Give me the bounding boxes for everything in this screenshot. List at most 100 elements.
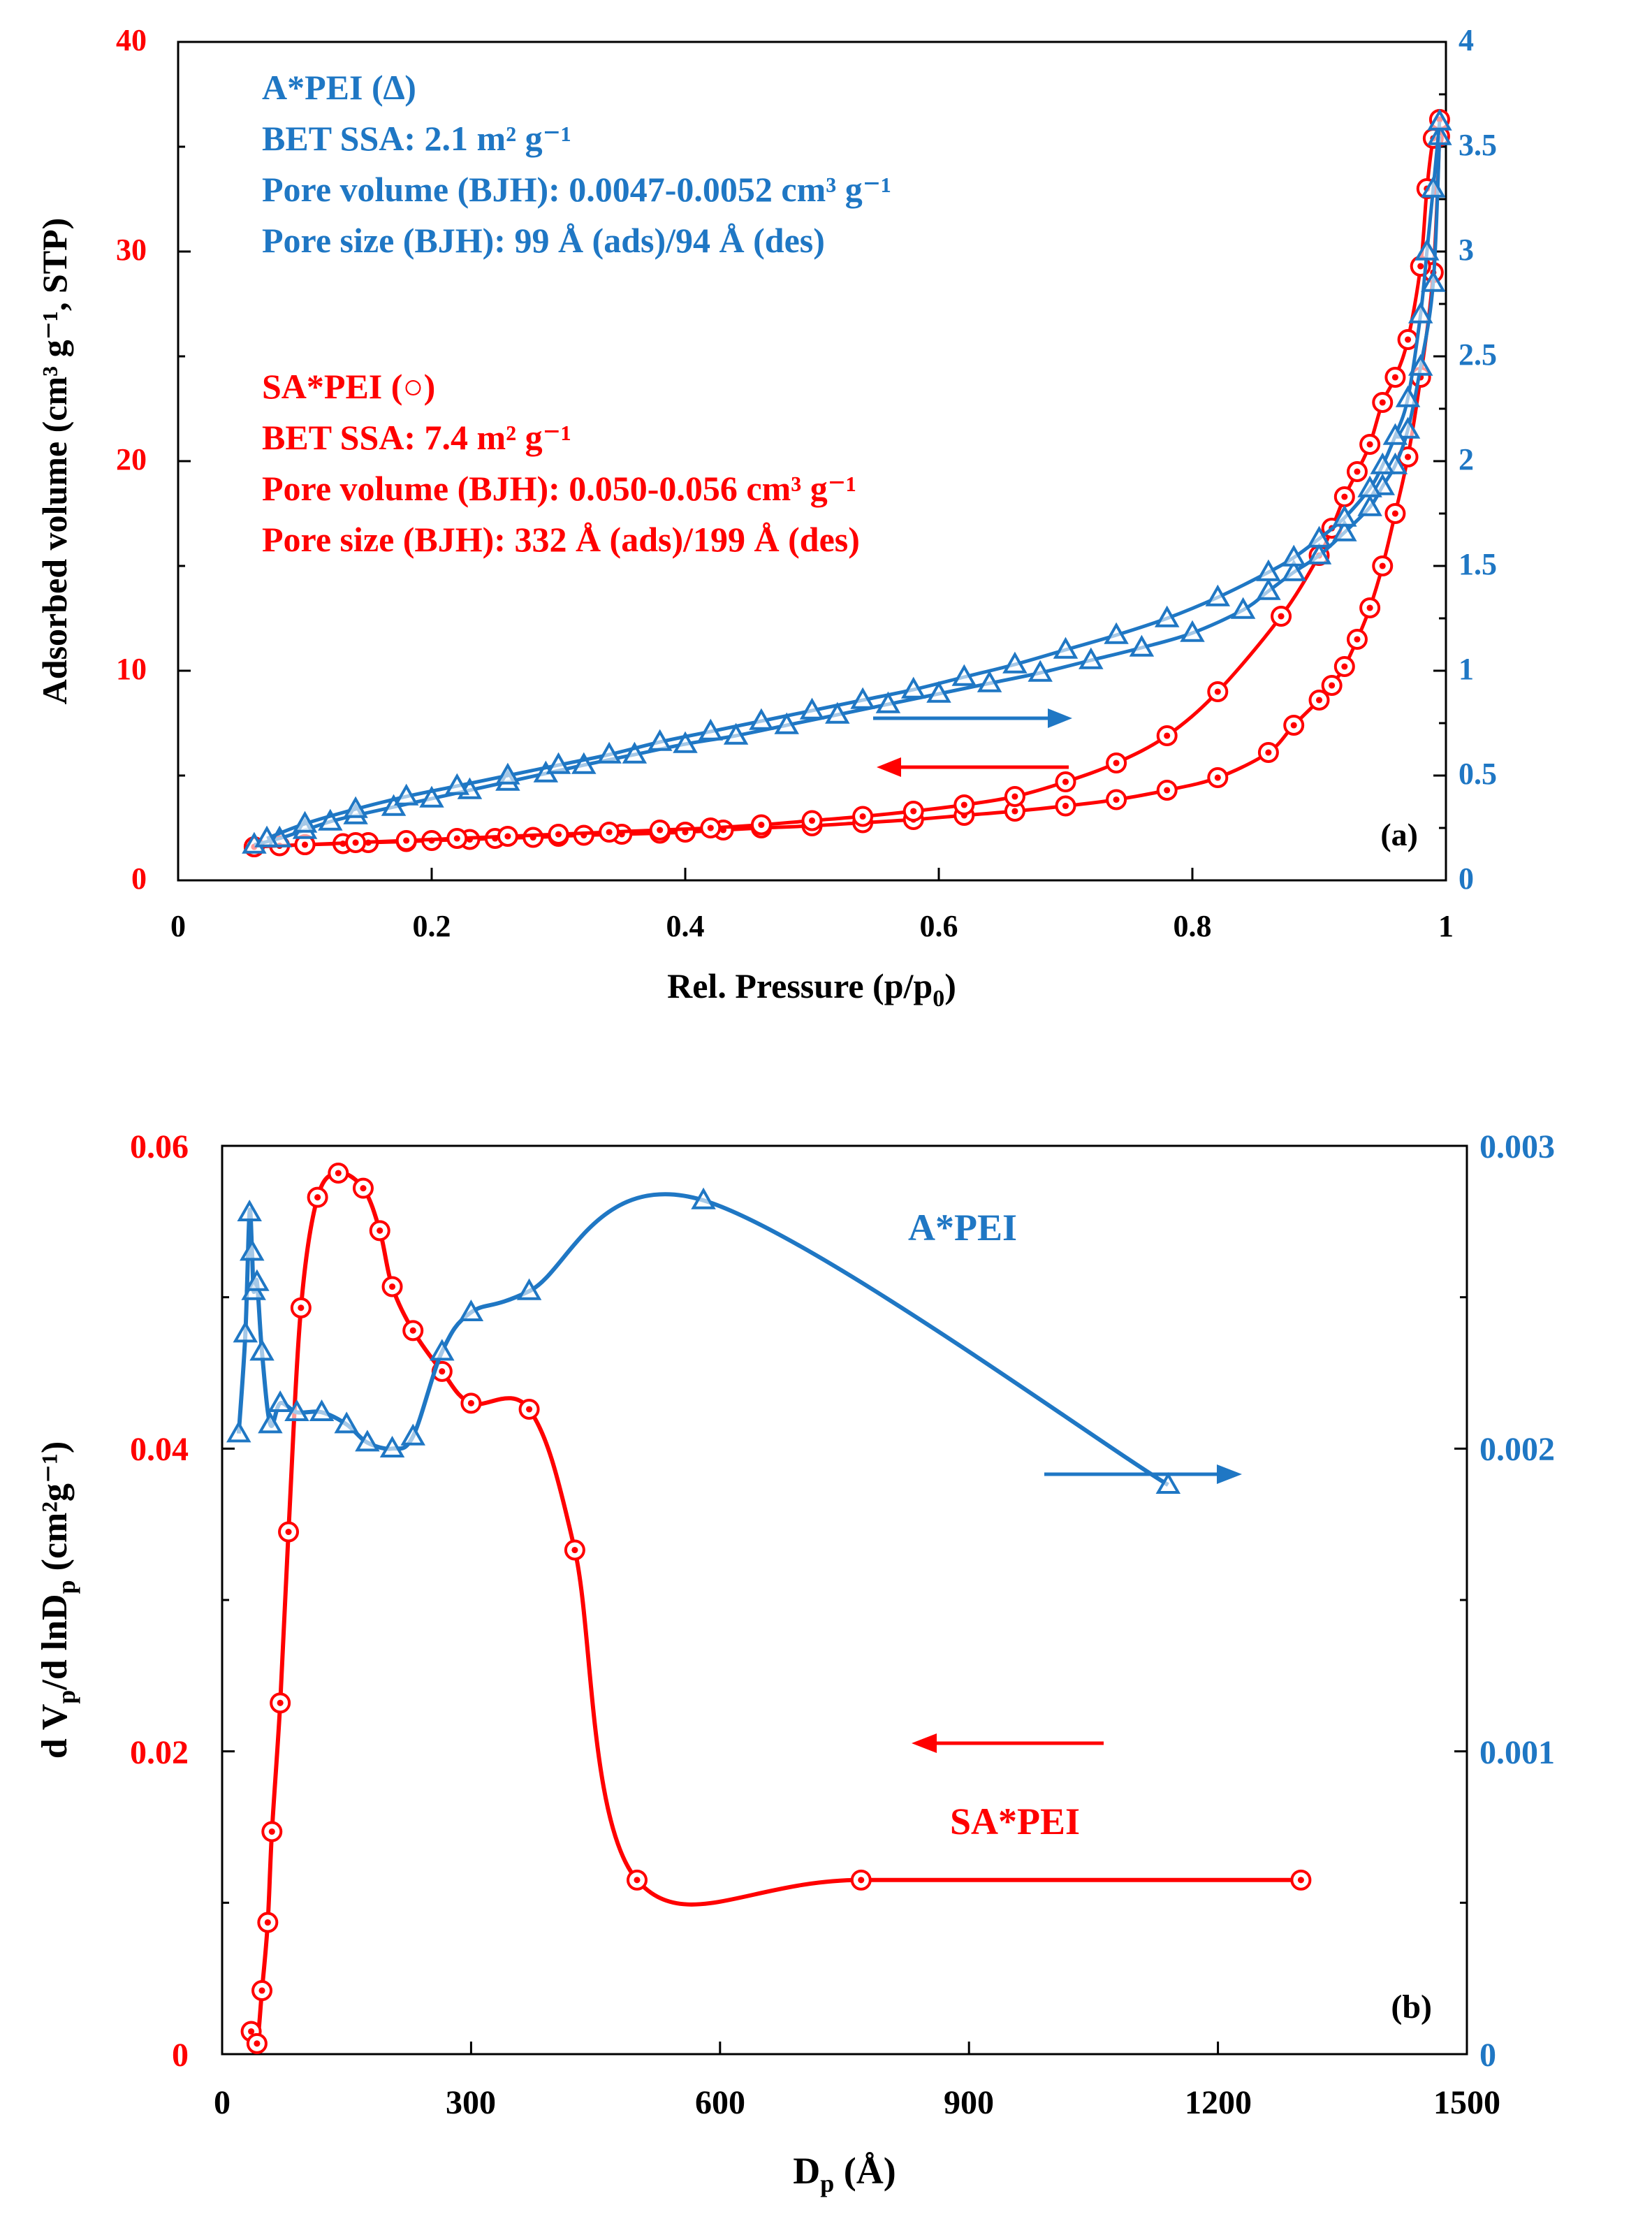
data-point-triangle <box>1357 475 1382 497</box>
data-point-triangle <box>799 697 825 720</box>
plot-frame-b <box>221 1144 1468 2056</box>
data-point-center <box>657 827 664 834</box>
data-point-center <box>298 1304 305 1311</box>
data-point-center <box>1062 802 1069 810</box>
data-point-center <box>388 1283 396 1290</box>
data-point-center <box>526 1406 533 1413</box>
y-left-tick-labels-a: 0 10 20 30 40 <box>116 23 147 896</box>
data-point-center <box>1290 722 1297 729</box>
data-point-triangle <box>673 731 698 753</box>
data-point-triangle <box>226 1420 251 1443</box>
series-line <box>249 1170 1301 2047</box>
y-right-tick-label: 4 <box>1459 23 1474 57</box>
data-point-triangle <box>1427 108 1452 131</box>
data-point-triangle <box>875 691 901 713</box>
data-point-center <box>859 813 866 820</box>
data-point-triangle <box>1382 423 1408 445</box>
y-right-tick-label: 0.001 <box>1479 1734 1555 1771</box>
data-point-triangle <box>1306 542 1332 565</box>
data-point-center <box>467 1399 474 1406</box>
data-point-center <box>1405 336 1412 343</box>
data-point-center <box>248 2028 255 2035</box>
data-point-center <box>960 801 967 808</box>
data-point-triangle <box>240 1239 265 1261</box>
data-point-triangle <box>1180 620 1205 642</box>
y-right-tick-labels-b: 0 0.001 0.002 0.003 <box>1479 1128 1555 2074</box>
data-point-triangle <box>355 1430 380 1452</box>
data-point-center <box>285 1528 292 1536</box>
data-point-triangle <box>1332 504 1357 527</box>
y-left-tick-label: 30 <box>116 233 147 267</box>
data-point-triangle <box>334 1411 359 1434</box>
x-axis-label-a: Rel. Pressure (p/p0) <box>667 966 956 1012</box>
x-tick-label: 0 <box>170 909 186 943</box>
y-left-tick-label: 0.02 <box>130 1734 189 1771</box>
data-point-triangle <box>318 808 343 831</box>
y-axis-label-b: d Vp/d lnDp (cm²g⁻¹) <box>35 1441 80 1759</box>
data-point-center <box>377 1227 383 1234</box>
data-point-center <box>1329 682 1336 689</box>
x-tick-label: 600 <box>695 2084 745 2121</box>
series-a-pei-desorption <box>254 108 1452 848</box>
arrow-right-blue-a <box>873 708 1072 728</box>
annotation-line: Pore size (BJH): 332 Å (ads)/199 Å (des) <box>262 520 860 559</box>
y-right-tick-label: 3 <box>1459 233 1474 267</box>
data-point-triangle <box>1104 622 1129 644</box>
data-point-center <box>1405 453 1412 460</box>
data-point-center <box>314 1194 321 1201</box>
y-left-tick-label: 0.04 <box>130 1431 189 1468</box>
data-point-center <box>1354 636 1361 643</box>
y-left-tick-labels-b: 0 0.02 0.04 0.06 <box>130 1128 189 2074</box>
data-point-triangle <box>1421 270 1446 292</box>
data-point-triangle <box>430 1339 455 1361</box>
data-point-triangle <box>1230 597 1256 619</box>
x-tick-label: 1200 <box>1185 2084 1252 2121</box>
data-point-triangle <box>254 825 279 848</box>
data-point-center <box>1379 562 1386 569</box>
data-point-triangle <box>233 1321 258 1343</box>
x-tick-label: 1 <box>1438 909 1454 943</box>
y-left-tick-label: 20 <box>116 442 147 477</box>
data-point-triangle <box>571 752 597 774</box>
y-axis-label-text: d V <box>35 1704 75 1759</box>
x-tick-label: 0.6 <box>920 909 958 943</box>
y-right-tick-label: 2 <box>1459 442 1474 477</box>
x-tick-labels-b: 0 300 600 900 1200 1500 <box>214 2084 1500 2121</box>
data-point-triangle <box>516 1278 542 1300</box>
panel-label-b: (b) <box>1391 1988 1432 2025</box>
data-point-triangle <box>292 810 318 833</box>
arrow-right-blue-b <box>1044 1464 1242 1484</box>
data-point-triangle <box>723 722 749 745</box>
data-point-center <box>808 817 816 824</box>
data-point-center <box>571 1546 578 1554</box>
panel-b: 0 0.02 0.04 0.06 0 0.001 0.002 0.003 0 3… <box>35 1128 1555 2197</box>
data-point-triangle <box>774 712 799 734</box>
data-point-center <box>1391 374 1398 381</box>
data-point-triangle <box>546 752 571 774</box>
data-point-center <box>301 841 309 848</box>
series-group-a <box>242 108 1452 857</box>
data-point-center <box>555 831 562 838</box>
y-right-tick-label: 2.5 <box>1459 337 1497 372</box>
annotation-a-pei: A*PEI (∆) BET SSA: 2.1 m² g⁻¹ Pore volum… <box>262 68 891 260</box>
data-point-triangle <box>1155 1472 1181 1494</box>
arrow-left-red-b <box>912 1733 1104 1753</box>
data-point-center <box>268 1828 275 1835</box>
data-point-triangle <box>926 681 951 703</box>
x-axis-label-sub: p <box>820 2169 834 2197</box>
x-axis-label-b: Dp (Å) <box>793 2150 896 2197</box>
data-point-center <box>606 829 613 836</box>
data-point-triangle <box>1256 578 1281 600</box>
x-tick-label: 0 <box>214 2084 231 2121</box>
data-point-triangle <box>1395 416 1421 439</box>
series-label-a-pei: A*PEI <box>908 1207 1017 1249</box>
series-group-b <box>226 1163 1312 2054</box>
series-line <box>266 121 1442 841</box>
data-point-center <box>258 1987 265 1994</box>
y-right-tick-label: 1.5 <box>1459 547 1497 581</box>
data-point-triangle <box>379 1436 405 1458</box>
panel-label-a: (a) <box>1380 817 1418 852</box>
x-axis-label-end: (Å) <box>834 2150 896 2192</box>
data-point-triangle <box>268 1390 293 1413</box>
y-right-tick-label: 3.5 <box>1459 128 1497 162</box>
